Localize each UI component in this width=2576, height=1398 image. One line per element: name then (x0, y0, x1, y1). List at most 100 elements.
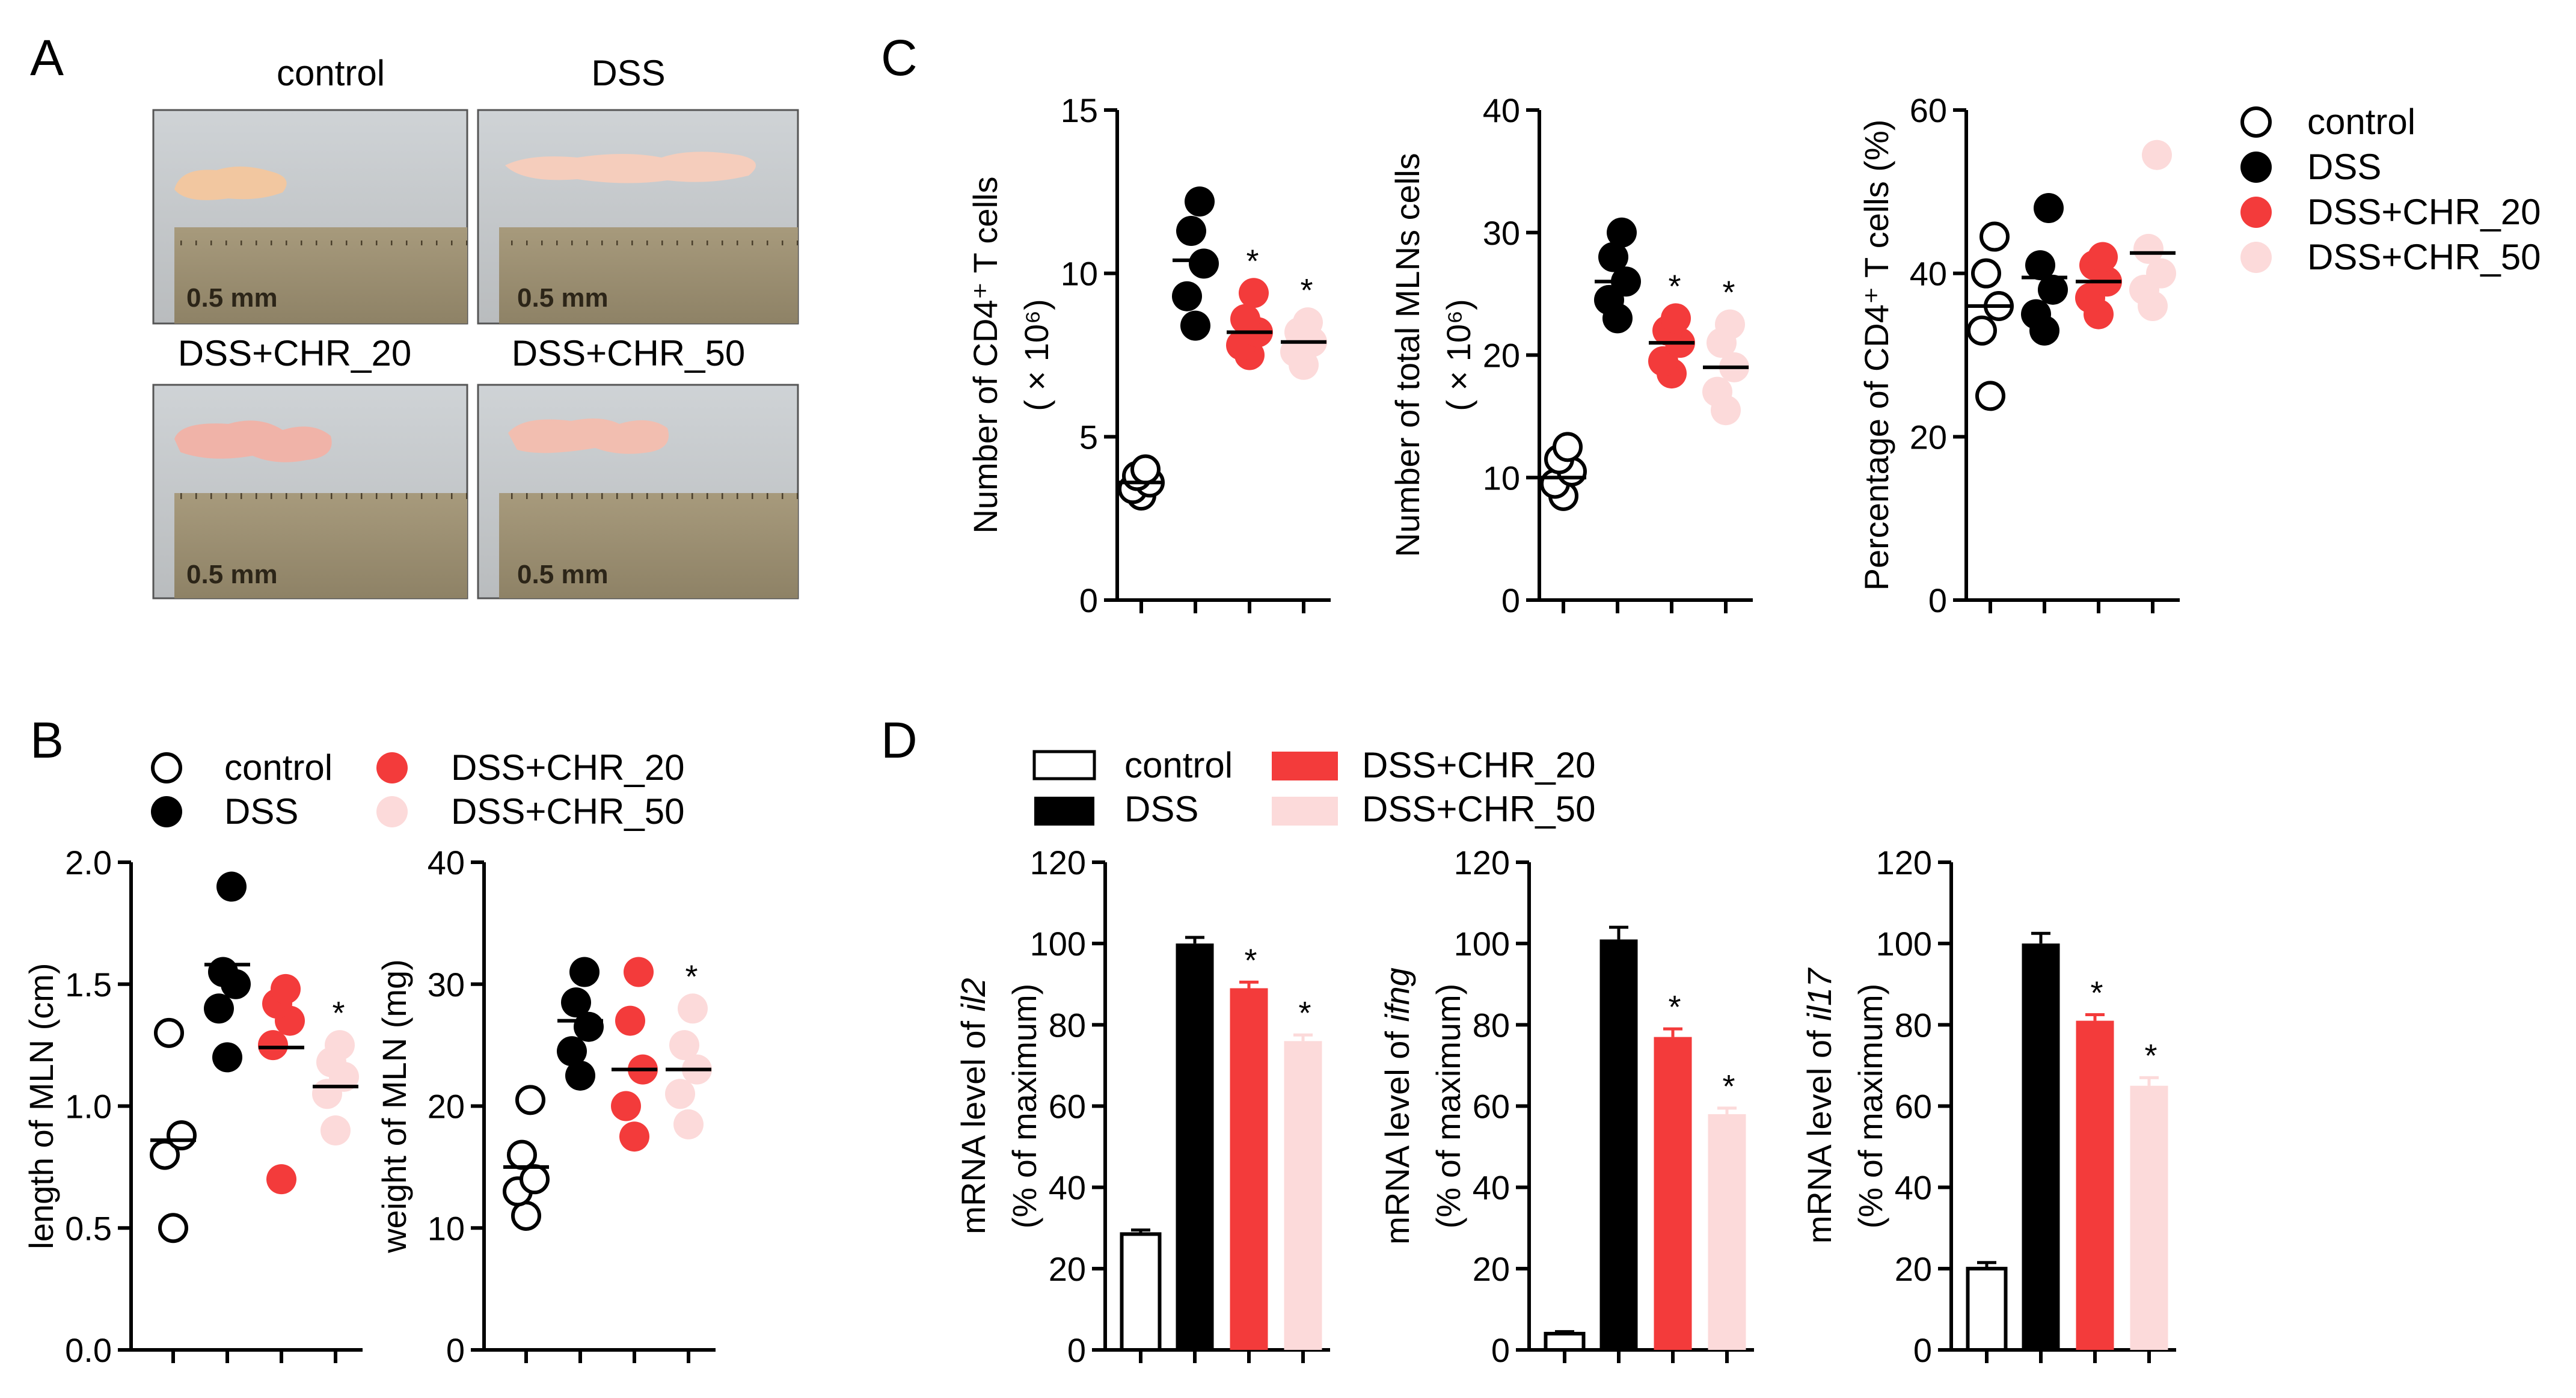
y-tick-label: 80 (1049, 1006, 1086, 1044)
y-tick-label: 0 (1501, 581, 1520, 619)
legend-label-control: control (224, 747, 333, 788)
y-axis-title: length of MLN (cm) (22, 963, 60, 1249)
legend-marker-chr20 (376, 752, 408, 783)
data-point-chr20 (271, 973, 301, 1004)
y-axis-title: mRNA level of ifng (1378, 967, 1416, 1245)
y-tick-label: 0.5 (65, 1209, 112, 1247)
bar-control (1120, 1232, 1162, 1352)
y-tick-label: 0 (1079, 581, 1098, 619)
photo-title-dss: DSS (591, 53, 665, 93)
legend-label-chr50: DSS+CHR_50 (2307, 237, 2541, 277)
significance-marker: * (1668, 268, 1681, 304)
photo-dss: 0.5 mm (477, 109, 799, 325)
data-point-control (1553, 432, 1583, 462)
bar-chr50 (1284, 1041, 1322, 1350)
bar-chr50 (2130, 1085, 2168, 1350)
photo-title-chr20: DSS+CHR_20 (178, 333, 412, 373)
y-tick-label: 0.0 (65, 1331, 112, 1369)
y-tick-label: 40 (1483, 91, 1520, 129)
data-point-chr50 (320, 1115, 351, 1146)
data-point-dss (565, 1060, 595, 1091)
data-point-dss (2021, 299, 2051, 330)
data-point-dss (1189, 248, 1219, 279)
chart-il2-mrna: 0 20 40 60 80 100 120 mRNA level of il2 (% of ma… (954, 844, 1330, 1369)
data-point-dss (216, 871, 247, 902)
data-point-control (1130, 454, 1161, 485)
y-axis-title: mRNA level of il2 (954, 978, 992, 1234)
legend-swatch-chr50 (1272, 797, 1338, 826)
panel-label-d: D (881, 712, 918, 768)
panel-label-b: B (30, 712, 64, 768)
data-point-dss (569, 957, 600, 987)
panel-a-photos: control DSS DSS+CHR_20 DSS+CHR_50 0.5 mm… (152, 53, 799, 599)
photo-chr20: 0.5 mm (152, 384, 468, 599)
ruler-label: 0.5 mm (186, 283, 278, 313)
significance-marker: * (1244, 942, 1257, 978)
y-tick-label: 1.5 (65, 966, 112, 1004)
data-point-chr20 (611, 1091, 641, 1121)
y-tick-label: 60 (1895, 1088, 1932, 1126)
data-point-control (1980, 221, 2010, 252)
data-point-chr50 (669, 1030, 699, 1061)
y-axis-title-gene: il17 (1800, 967, 1838, 1021)
data-point-chr20 (1661, 303, 1691, 334)
significance-marker: * (1668, 989, 1681, 1025)
data-point-control (158, 1213, 188, 1243)
y-tick-label: 20 (428, 1088, 465, 1126)
data-point-control (511, 1200, 541, 1231)
data-point-control (1975, 381, 2005, 411)
bar-chr20 (1230, 988, 1268, 1350)
significance-marker: * (2144, 1038, 2157, 1074)
legend-marker-control (2240, 106, 2272, 138)
legend-marker-chr20 (2240, 197, 2272, 228)
legend-label-dss: DSS (1124, 789, 1198, 829)
data-point-chr20 (1239, 278, 1269, 308)
significance-marker: * (685, 958, 698, 995)
data-point-dss (1176, 216, 1206, 247)
lymph-node-chr20 (174, 420, 332, 462)
y-axis-title: Number of CD4⁺ T cells (966, 177, 1004, 534)
y-tick-label: 30 (428, 966, 465, 1004)
chart-total-mln-cells: 0 10 20 30 40 Number of total MLNs cells ( × 1… (1388, 91, 1753, 619)
y-tick-label: 20 (1910, 418, 1947, 456)
bar-chr50 (1708, 1114, 1746, 1350)
ruler-label: 0.5 mm (517, 560, 609, 589)
legend-marker-control (151, 752, 182, 783)
legend-label-chr50: DSS+CHR_50 (1362, 789, 1596, 829)
legend-label-control: control (2307, 102, 2415, 142)
y-tick-label: 20 (1049, 1250, 1086, 1288)
legend-label-chr50: DSS+CHR_50 (451, 791, 685, 832)
legend-label-dss: DSS (224, 791, 298, 832)
data-point-control (520, 1164, 550, 1195)
y-axis-title-gene: ifng (1378, 967, 1416, 1022)
chart-cd4-percentage: 0 20 40 60 Percentage of CD4⁺ T cells (%) (1857, 91, 2180, 619)
y-tick-label: 120 (1030, 844, 1086, 881)
data-point-chr20 (624, 957, 654, 987)
y-tick-label: 0 (1491, 1331, 1510, 1369)
data-point-chr50 (665, 1079, 695, 1109)
y-tick-label: 5 (1079, 418, 1098, 456)
legend-label-control: control (1124, 745, 1233, 785)
data-point-dss (1607, 217, 1637, 248)
significance-marker: * (1298, 995, 1311, 1031)
legend-marker-dss (151, 796, 182, 827)
bar-dss (1176, 943, 1214, 1350)
data-point-chr20 (1230, 304, 1260, 334)
significance-marker: * (1722, 1068, 1735, 1105)
y-tick-label: 120 (1454, 844, 1510, 881)
data-point-dss (1180, 310, 1210, 341)
photo-title-control: control (277, 53, 385, 93)
ruler-label: 0.5 mm (517, 283, 609, 313)
data-point-control (1971, 258, 2001, 289)
significance-marker: * (2090, 975, 2103, 1011)
y-tick-label: 40 (1049, 1169, 1086, 1207)
y-axis-title: Percentage of CD4⁺ T cells (%) (1857, 120, 1895, 591)
data-point-dss (1185, 186, 1215, 217)
data-point-dss (1598, 242, 1628, 272)
data-point-control (515, 1085, 545, 1115)
y-tick-label: 60 (1049, 1088, 1086, 1126)
y-axis-unit: (% of maximum) (1005, 984, 1043, 1229)
y-tick-label: 100 (1876, 925, 1932, 963)
data-point-dss (1172, 281, 1202, 311)
